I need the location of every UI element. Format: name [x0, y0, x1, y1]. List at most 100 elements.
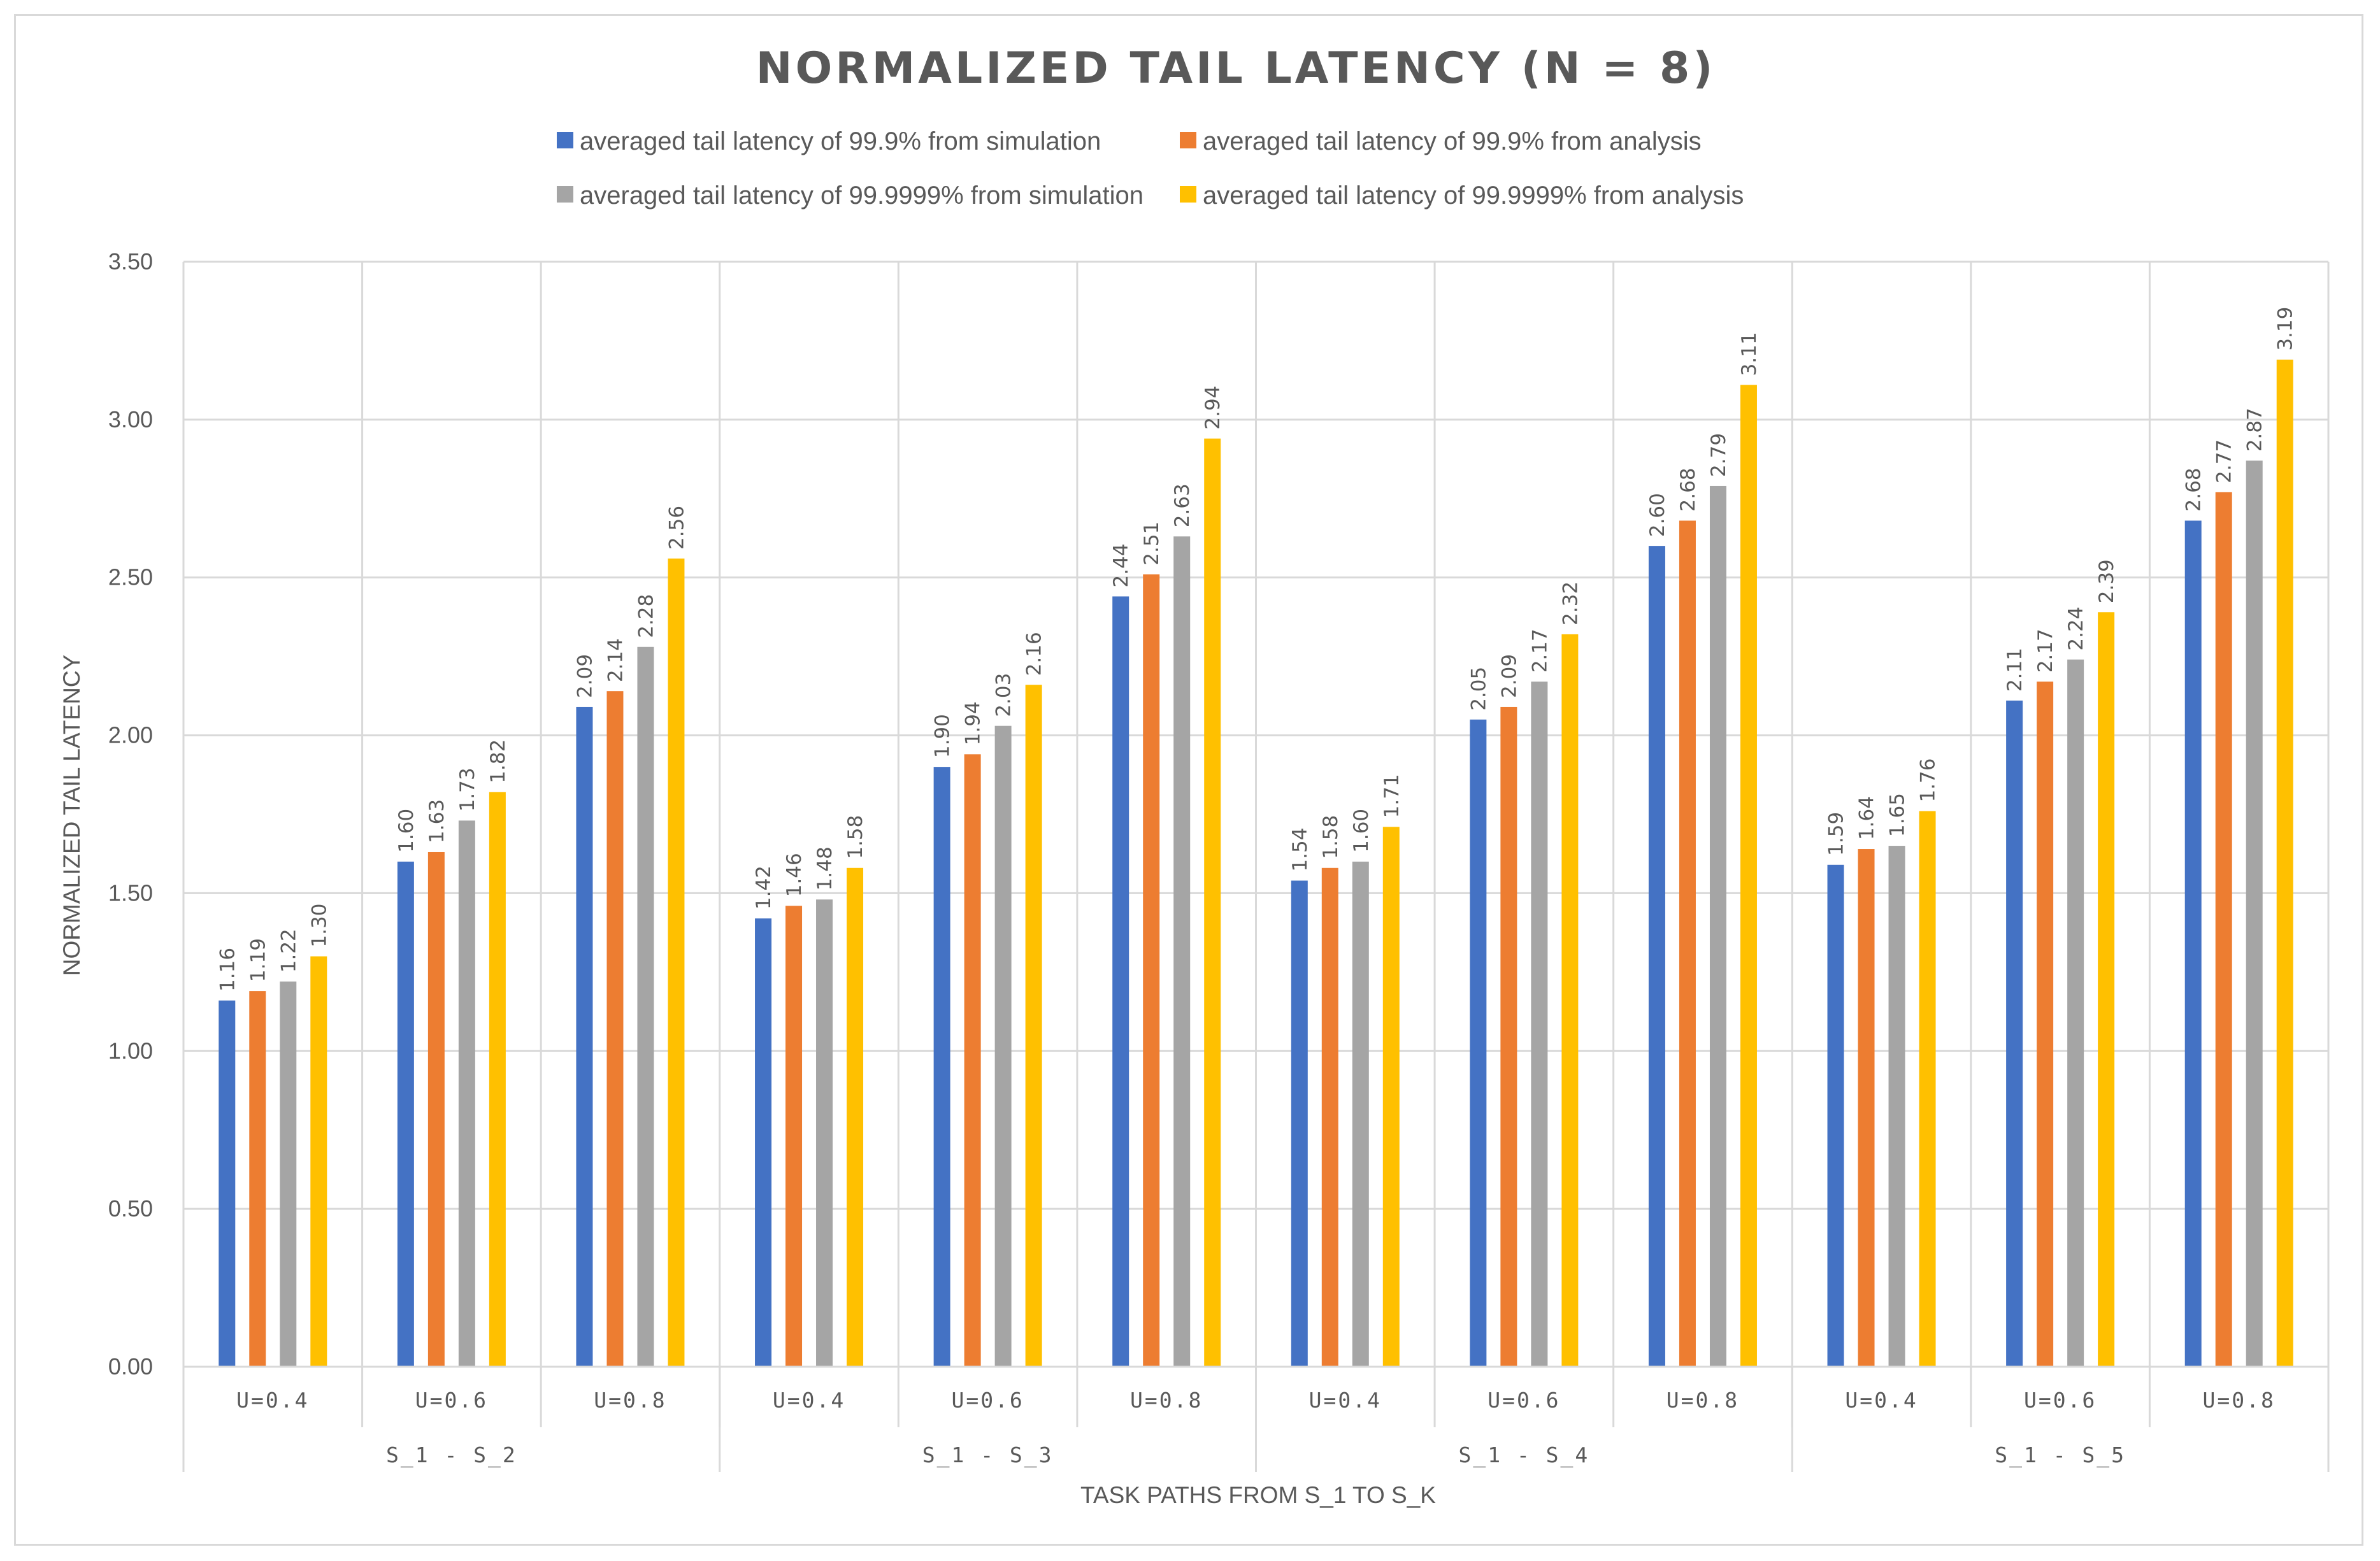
- bar-value-label: 2.68: [2183, 467, 2205, 511]
- y-axis-title: NORMALIZED TAIL LATENCY: [59, 655, 85, 976]
- chart-title: NORMALIZED TAIL LATENCY (N = 8): [756, 43, 1716, 94]
- bar: [397, 861, 414, 1367]
- bar: [637, 646, 654, 1367]
- bar-value-label: 2.77: [2213, 439, 2236, 483]
- bar-value-label: 2.05: [1467, 667, 1490, 711]
- bar: [1173, 536, 1191, 1367]
- bar-value-label: 2.09: [573, 654, 596, 698]
- bar: [816, 899, 833, 1367]
- x-category-label: U=0.4: [236, 1388, 309, 1413]
- bar: [668, 558, 685, 1367]
- y-tick-label: 2.50: [108, 564, 153, 590]
- x-category-label: U=0.8: [1667, 1388, 1739, 1413]
- bar: [1382, 827, 1400, 1367]
- legend-item: averaged tail latency of 99.9% from anal…: [1180, 127, 1702, 155]
- bar-value-label: 1.48: [814, 846, 836, 890]
- y-tick-label: 1.50: [108, 880, 153, 906]
- bar-value-label: 2.16: [1023, 632, 1046, 676]
- bar-value-label: 1.42: [752, 866, 775, 909]
- bar-value-label: 1.71: [1380, 774, 1403, 818]
- x-axis-title: TASK PATHS FROM S_1 TO S_K: [1080, 1482, 1436, 1508]
- legend-swatch: [557, 186, 573, 203]
- bar: [2037, 681, 2054, 1367]
- y-tick-label: 3.00: [108, 406, 153, 432]
- bar: [1352, 861, 1369, 1367]
- bar: [1827, 864, 1844, 1367]
- legend-label: averaged tail latency of 99.9% from simu…: [580, 127, 1101, 155]
- bar: [1919, 811, 1936, 1367]
- bar-value-label: 2.17: [1528, 629, 1551, 673]
- bar-value-label: 1.60: [395, 809, 418, 853]
- bar-value-label: 1.63: [426, 799, 448, 843]
- x-category-label: U=0.6: [415, 1388, 488, 1413]
- bar-value-label: 1.90: [931, 714, 954, 758]
- x-category-label: U=0.6: [2024, 1388, 2097, 1413]
- bar-value-label: 2.39: [2095, 559, 2118, 603]
- bar: [755, 918, 772, 1367]
- bar-value-label: 2.87: [2244, 408, 2267, 452]
- legend: averaged tail latency of 99.9% from simu…: [557, 127, 1744, 210]
- bar: [847, 867, 864, 1367]
- bar-value-label: 2.68: [1677, 467, 1700, 511]
- x-category-label: U=0.8: [594, 1388, 666, 1413]
- bar: [458, 820, 475, 1367]
- bar-value-label: 2.28: [634, 594, 657, 638]
- bar: [219, 1000, 236, 1367]
- bar: [2006, 701, 2023, 1367]
- x-category-label: U=0.8: [1130, 1388, 1203, 1413]
- bar-value-label: 1.58: [1319, 815, 1342, 859]
- bar: [1858, 849, 1875, 1367]
- bar-value-label: 2.94: [1201, 386, 1224, 430]
- bar: [1500, 706, 1517, 1367]
- bar: [1709, 485, 1726, 1367]
- bar: [2184, 520, 2202, 1367]
- bar-value-label: 2.24: [2065, 607, 2088, 651]
- bar-value-label: 2.56: [665, 506, 688, 550]
- legend-swatch: [1180, 132, 1196, 148]
- bar-value-label: 2.14: [604, 638, 627, 682]
- bar: [1143, 574, 1160, 1367]
- bar: [1679, 520, 1696, 1367]
- legend-label: averaged tail latency of 99.9999% from a…: [1203, 182, 1744, 210]
- y-tick-label: 0.00: [108, 1353, 153, 1379]
- y-tick-label: 2.00: [108, 722, 153, 748]
- bar-value-label: 1.65: [1886, 793, 1909, 837]
- x-group-label: S_1 - S_2: [386, 1443, 517, 1468]
- bar: [785, 906, 803, 1367]
- bar: [1470, 719, 1487, 1367]
- bar: [2067, 659, 2084, 1367]
- x-category-label: U=0.6: [951, 1388, 1024, 1413]
- bar: [249, 991, 266, 1367]
- bar: [606, 691, 624, 1367]
- bar-value-label: 2.51: [1140, 522, 1163, 566]
- bar: [933, 767, 950, 1367]
- bar: [280, 981, 297, 1367]
- bar: [2215, 492, 2232, 1367]
- bar-value-label: 1.59: [1825, 812, 1848, 856]
- x-category-label: U=0.8: [2203, 1388, 2276, 1413]
- bar-value-label: 1.19: [247, 938, 269, 982]
- y-tick-label: 0.50: [108, 1195, 153, 1222]
- bar-value-label: 2.17: [2034, 629, 2057, 673]
- bar: [1888, 846, 1905, 1367]
- x-group-label: S_1 - S_5: [1995, 1443, 2126, 1468]
- bar: [1321, 867, 1338, 1367]
- bar-value-label: 2.09: [1498, 654, 1521, 698]
- bar: [427, 852, 445, 1367]
- bar: [994, 725, 1012, 1367]
- bar-value-label: 1.54: [1289, 828, 1312, 872]
- bar-value-label: 1.64: [1856, 796, 1879, 840]
- bar: [1204, 438, 1221, 1367]
- x-category-label: U=0.6: [1488, 1388, 1560, 1413]
- legend-swatch: [557, 132, 573, 148]
- x-category-label: U=0.4: [1845, 1388, 1918, 1413]
- data-labels: 1.16 1.60 2.09 1.42 1.90 2.44 1.54 2.05 2.60 1.59…: [216, 307, 2297, 992]
- legend-item: averaged tail latency of 99.9999% from s…: [557, 182, 1143, 210]
- bar-value-label: 3.11: [1738, 332, 1761, 376]
- bar: [964, 754, 981, 1367]
- bar: [310, 956, 327, 1367]
- bar: [1648, 546, 1665, 1367]
- legend-swatch: [1180, 186, 1196, 203]
- bar-value-label: 3.19: [2274, 307, 2297, 351]
